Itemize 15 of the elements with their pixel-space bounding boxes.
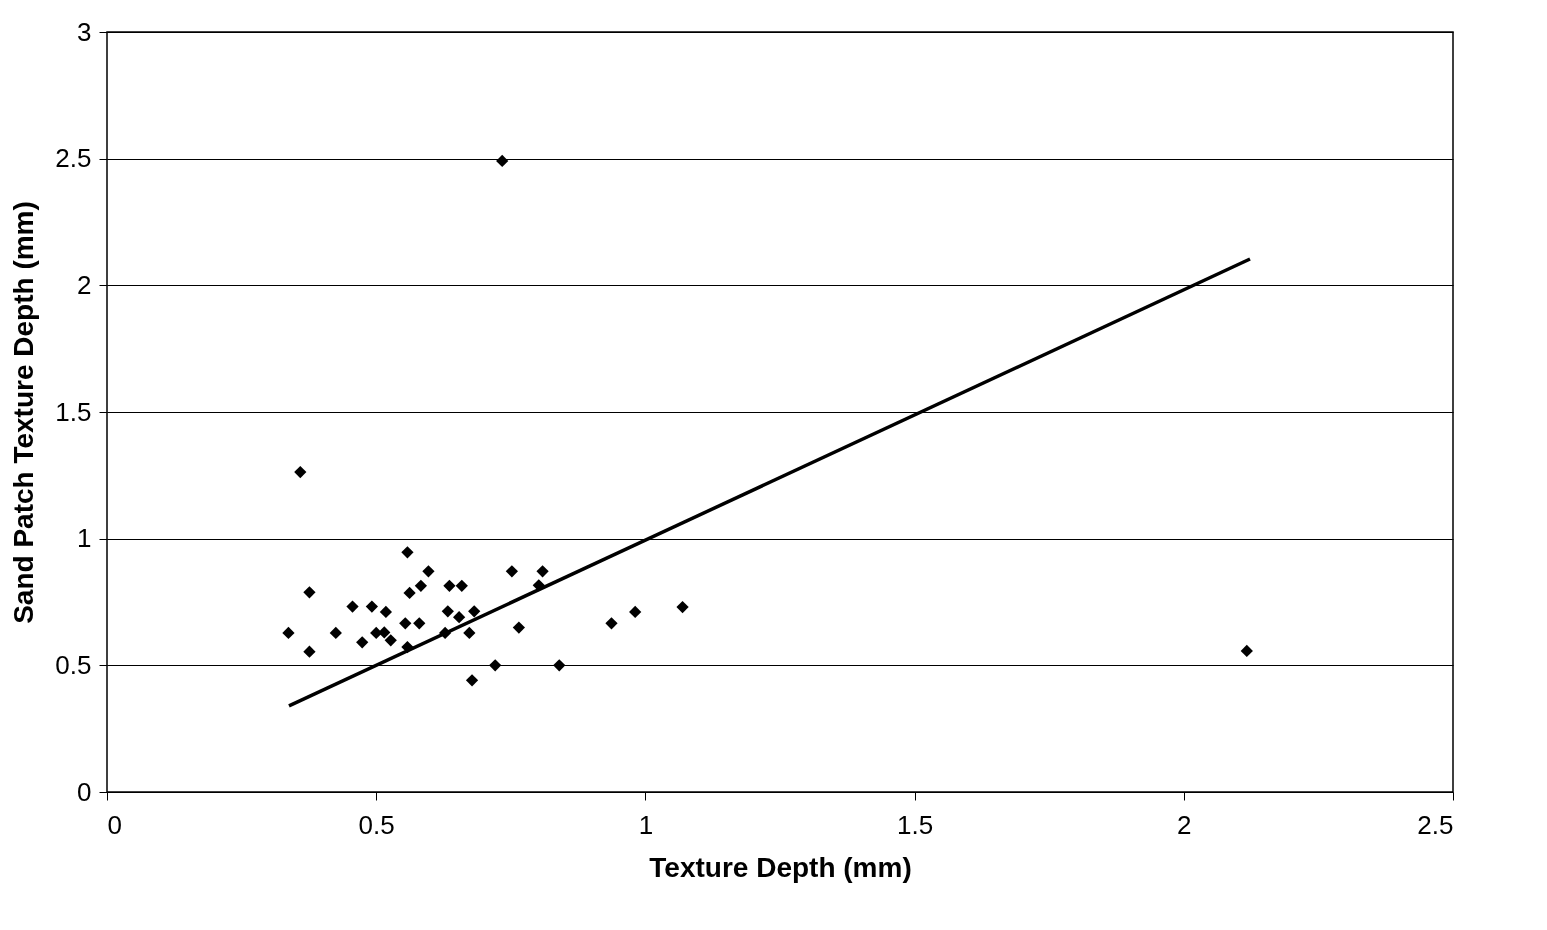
y-tick-label: 1.5 bbox=[55, 396, 92, 427]
x-tick-label: 0 bbox=[107, 809, 122, 840]
x-tick-label: 2.5 bbox=[1417, 809, 1454, 840]
x-tick-label: 1 bbox=[638, 809, 654, 840]
y-tick-label: 2.5 bbox=[55, 143, 92, 174]
y-tick-label: 3 bbox=[77, 16, 92, 47]
x-axis-title: Texture Depth (mm) bbox=[649, 851, 912, 883]
x-tick-label: 2 bbox=[1177, 809, 1192, 840]
y-tick-label: 1 bbox=[77, 523, 92, 554]
y-tick-label: 0 bbox=[77, 776, 92, 807]
y-tick-label: 2 bbox=[77, 269, 92, 300]
y-tick-label: 0.5 bbox=[55, 649, 92, 680]
x-tick-label: 1.5 bbox=[897, 809, 934, 840]
y-axis-title: Sand Patch Texture Depth (mm) bbox=[8, 201, 40, 624]
x-tick-label: 0.5 bbox=[358, 809, 395, 840]
